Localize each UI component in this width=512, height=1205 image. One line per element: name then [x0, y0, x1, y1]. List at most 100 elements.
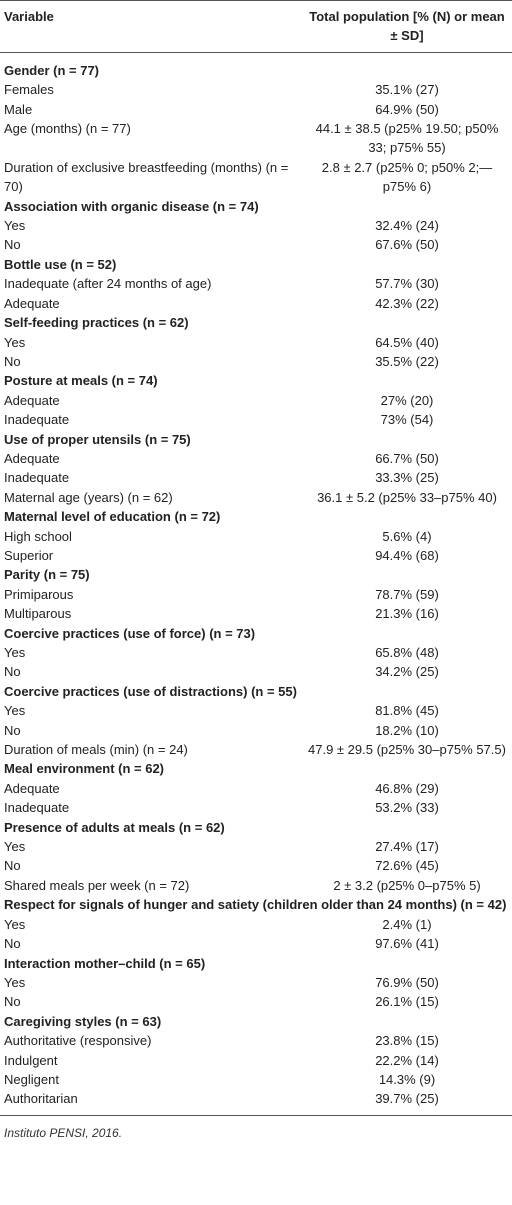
section-row: Association with organic disease (n = 74… — [0, 197, 512, 216]
variable-cell: Yes — [4, 645, 26, 660]
value-cell: 46.8% (29) — [375, 780, 439, 796]
value-cell: 72.6% (45) — [375, 858, 439, 874]
data-row: No 72.6% (45) — [0, 856, 512, 875]
data-row: Females 35.1% (27) — [0, 80, 512, 99]
data-row: Shared meals per week (n = 72) 2 ± 3.2 (p… — [0, 876, 512, 895]
section-row: Respect for signals of hunger and satiet… — [0, 895, 512, 914]
value-cell: 22.2% (14) — [375, 1052, 439, 1068]
variable-cell: Yes — [4, 916, 26, 932]
data-row: Age (months) (n = 77) 44.1 ± 38.5 (p25% 1… — [0, 119, 512, 158]
variable-cell: Inadequate (after 24 months of age) — [4, 276, 212, 292]
section-title: Use of proper utensils (n = 75) — [4, 431, 191, 447]
variable-cell: No — [4, 237, 21, 253]
variable-cell: No — [4, 722, 21, 738]
section-title: Self-feeding practices (n = 62) — [4, 315, 189, 331]
variable-cell: Multiparous — [4, 606, 72, 622]
section-title: Maternal level of education (n = 72) — [4, 509, 221, 525]
variable-cell: Superior — [4, 547, 54, 563]
value-cell: 39.7% (25) — [375, 1091, 439, 1107]
variable-cell: Inadequate — [4, 470, 70, 486]
data-row: Inadequate (after 24 months of age) 57.7%… — [0, 274, 512, 293]
data-row: Adequate 46.8% (29) — [0, 779, 512, 798]
value-cell: 23.8% (15) — [375, 1033, 439, 1049]
variable-cell: Duration of meals (min) (n = 24) — [4, 742, 188, 758]
value-cell: 27% (20) — [380, 392, 434, 408]
value-cell: 67.6% (50) — [375, 237, 439, 253]
section-title: Coercive practices (use of distractions)… — [4, 683, 297, 699]
data-row: Yes 64.5% (40) — [0, 333, 512, 352]
value-cell: 64.9% (50) — [375, 101, 439, 117]
value-cell: 42.3% (22) — [375, 295, 439, 311]
value-cell: 33.3% (25) — [375, 470, 439, 486]
value-cell: 97.6% (41) — [375, 936, 439, 952]
value-cell: 5.6% (4) — [382, 528, 432, 544]
table-body: Gender (n = 77) Females 35.1% (27) Male 64.9… — [0, 52, 512, 1116]
data-row: Inadequate 33.3% (25) — [0, 468, 512, 487]
variable-cell: Primiparous — [4, 586, 74, 602]
variable-cell: Adequate — [4, 392, 60, 408]
variable-cell: Yes — [4, 839, 26, 855]
section-title: Gender (n = 77) — [4, 62, 99, 78]
section-row: Use of proper utensils (n = 75) — [0, 430, 512, 449]
variable-cell: Inadequate — [4, 412, 70, 428]
section-title: Respect for signals of hunger and satiet… — [4, 897, 507, 913]
data-row: Yes 32.4% (24) — [0, 216, 512, 235]
variable-cell: No — [4, 664, 21, 680]
footnote: Instituto PENSI, 2016. — [4, 1125, 123, 1140]
section-row: Caregiving styles (n = 63) — [0, 1012, 512, 1031]
header-cell: Total population [% (N) or mean ± SD] — [309, 9, 505, 44]
data-row: Multiparous 21.3% (16) — [0, 604, 512, 623]
section-title: Posture at meals (n = 74) — [4, 373, 158, 389]
section-title: Association with organic disease (n = 74… — [4, 198, 259, 214]
data-row: High school 5.6% (4) — [0, 527, 512, 546]
value-cell: 64.5% (40) — [375, 334, 439, 350]
value-cell: 2 ± 3.2 (p25% 0–p75% 5) — [333, 877, 481, 893]
value-cell: 76.9% (50) — [375, 974, 439, 990]
data-row: Authoritative (responsive) 23.8% (15) — [0, 1031, 512, 1050]
variable-cell: No — [4, 936, 21, 952]
variable-cell: Authoritative (responsive) — [4, 1033, 152, 1049]
section-title: Meal environment (n = 62) — [4, 761, 165, 777]
data-row: Inadequate 53.2% (33) — [0, 798, 512, 817]
section-title: Interaction mother–child (n = 65) — [4, 955, 206, 971]
data-row: Indulgent 22.2% (14) — [0, 1051, 512, 1070]
section-title: Bottle use (n = 52) — [4, 256, 117, 272]
variable-cell: No — [4, 858, 21, 874]
variable-cell: No — [4, 353, 21, 369]
section-row: Self-feeding practices (n = 62) — [0, 313, 512, 332]
data-row: Adequate 42.3% (22) — [0, 294, 512, 313]
variable-cell: Adequate — [4, 780, 60, 796]
value-cell: 81.8% (45) — [375, 703, 439, 719]
variable-cell: Authoritarian — [4, 1091, 78, 1107]
value-cell: 27.4% (17) — [375, 839, 439, 855]
section-title: Coercive practices (use of force) (n = 7… — [4, 625, 256, 641]
section-row: Bottle use (n = 52) — [0, 255, 512, 274]
value-cell: 35.1% (27) — [375, 82, 439, 98]
data-row: No 67.6% (50) — [0, 235, 512, 254]
data-row: No 97.6% (41) — [0, 934, 512, 953]
value-cell: 21.3% (16) — [375, 606, 439, 622]
variable-cell: Maternal age (years) (n = 62) — [4, 489, 173, 505]
section-row: Coercive practices (use of distractions)… — [0, 682, 512, 701]
variable-cell: Yes — [4, 218, 26, 234]
data-row: Yes 81.8% (45) — [0, 701, 512, 720]
value-cell: 14.3% (9) — [378, 1071, 436, 1087]
value-cell: 53.2% (33) — [375, 800, 439, 816]
value-cell: 66.7% (50) — [375, 450, 439, 466]
variable-cell: Shared meals per week (n = 72) — [4, 877, 190, 893]
value-cell: 34.2% (25) — [375, 664, 439, 680]
section-row: Meal environment (n = 62) — [0, 759, 512, 778]
section-row: Interaction mother–child (n = 65) — [0, 954, 512, 973]
variable-cell: Duration of exclusive breastfeeding (mon… — [4, 159, 289, 195]
value-cell: 35.5% (22) — [375, 353, 439, 369]
value-cell: 32.4% (24) — [375, 218, 439, 234]
data-row: Yes 76.9% (50) — [0, 973, 512, 992]
section-title: Caregiving styles (n = 63) — [4, 1013, 162, 1029]
data-row: Duration of exclusive breastfeeding (mon… — [0, 158, 512, 197]
variable-cell: No — [4, 994, 21, 1010]
variable-cell: Inadequate — [4, 800, 70, 816]
section-row: Coercive practices (use of force) (n = 7… — [0, 624, 512, 643]
data-row: Adequate 66.7% (50) — [0, 449, 512, 468]
value-cell: 26.1% (15) — [375, 994, 439, 1010]
variable-cell: Indulgent — [4, 1052, 58, 1068]
